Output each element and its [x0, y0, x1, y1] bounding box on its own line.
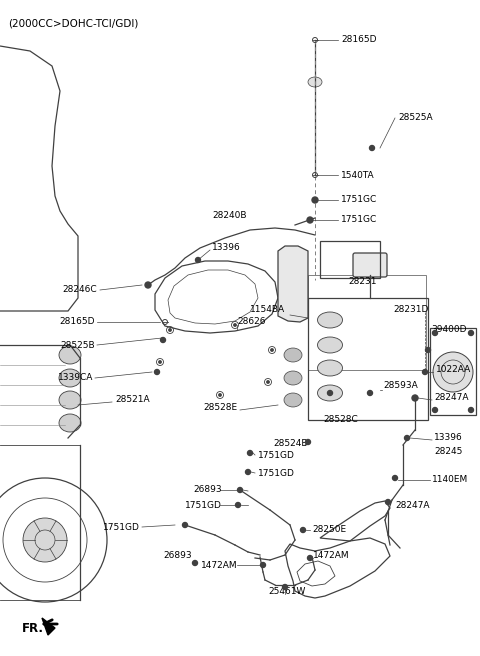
Circle shape [160, 337, 166, 342]
Text: 1751GD: 1751GD [258, 468, 295, 478]
Text: 1022AA: 1022AA [436, 365, 471, 375]
Circle shape [159, 361, 161, 363]
Circle shape [195, 258, 201, 262]
Circle shape [307, 217, 313, 223]
Text: 1751GD: 1751GD [185, 501, 222, 510]
Text: 1751GD: 1751GD [258, 451, 295, 459]
Circle shape [468, 407, 473, 413]
Circle shape [248, 451, 252, 455]
Ellipse shape [284, 348, 302, 362]
Text: 28246C: 28246C [62, 285, 97, 295]
FancyBboxPatch shape [353, 253, 387, 277]
Circle shape [23, 518, 67, 562]
Ellipse shape [59, 414, 81, 432]
Ellipse shape [317, 312, 343, 328]
Circle shape [267, 380, 269, 383]
Text: 39400D: 39400D [431, 325, 467, 335]
Text: 1339CA: 1339CA [58, 373, 93, 382]
Circle shape [261, 562, 265, 567]
Text: 28528C: 28528C [323, 415, 358, 424]
Circle shape [238, 487, 242, 493]
Text: (2000CC>DOHC-TCI/GDI): (2000CC>DOHC-TCI/GDI) [8, 18, 138, 28]
Circle shape [425, 348, 431, 352]
Circle shape [236, 502, 240, 508]
Circle shape [433, 352, 473, 392]
Circle shape [145, 282, 151, 288]
Text: 28525B: 28525B [60, 340, 95, 350]
Circle shape [245, 470, 251, 474]
Ellipse shape [59, 346, 81, 364]
Text: 25461W: 25461W [268, 588, 305, 596]
Text: 1140EM: 1140EM [432, 476, 468, 485]
Circle shape [412, 395, 418, 401]
Text: 1751GC: 1751GC [341, 216, 377, 224]
Text: 28240B: 28240B [212, 211, 247, 220]
Ellipse shape [284, 371, 302, 385]
Text: 1751GD: 1751GD [103, 522, 140, 531]
Text: 28626: 28626 [237, 318, 265, 327]
Text: 26893: 26893 [163, 550, 192, 560]
Circle shape [422, 369, 428, 375]
Circle shape [169, 329, 171, 331]
Circle shape [405, 436, 409, 440]
Text: 28231D: 28231D [393, 306, 428, 314]
Text: 28593A: 28593A [383, 382, 418, 390]
Text: 13396: 13396 [434, 434, 463, 443]
Ellipse shape [59, 391, 81, 409]
Circle shape [393, 476, 397, 480]
Circle shape [432, 331, 437, 335]
Circle shape [234, 324, 236, 326]
Ellipse shape [317, 385, 343, 401]
Text: 28165D: 28165D [341, 35, 376, 45]
Text: FR.: FR. [22, 621, 44, 634]
Circle shape [368, 390, 372, 396]
Ellipse shape [317, 360, 343, 376]
Text: 28528E: 28528E [203, 403, 237, 413]
Ellipse shape [59, 369, 81, 387]
Text: 28250E: 28250E [312, 525, 346, 535]
Text: 28247A: 28247A [434, 394, 468, 403]
Circle shape [192, 560, 197, 565]
Circle shape [468, 331, 473, 335]
Circle shape [312, 197, 318, 203]
Text: 28231: 28231 [348, 277, 376, 287]
Circle shape [300, 527, 305, 533]
Text: 28521A: 28521A [115, 396, 150, 405]
Text: 1751GC: 1751GC [341, 195, 377, 205]
Text: 28165D: 28165D [60, 318, 95, 327]
Circle shape [283, 584, 288, 590]
Text: 28245: 28245 [434, 447, 462, 457]
Text: 26893: 26893 [193, 485, 222, 495]
Circle shape [308, 556, 312, 560]
Circle shape [385, 499, 391, 504]
Polygon shape [42, 618, 55, 635]
Text: 28247A: 28247A [395, 501, 430, 510]
Circle shape [155, 369, 159, 375]
Text: 1154BA: 1154BA [250, 306, 285, 314]
Text: 1472AM: 1472AM [202, 560, 238, 569]
Ellipse shape [308, 77, 322, 87]
Polygon shape [278, 246, 308, 322]
Circle shape [432, 407, 437, 413]
Circle shape [370, 146, 374, 150]
Bar [308, 275, 426, 370]
Circle shape [305, 440, 311, 445]
Text: 28525A: 28525A [398, 113, 432, 123]
Circle shape [182, 522, 188, 527]
Text: 1540TA: 1540TA [341, 171, 374, 180]
Circle shape [327, 390, 333, 396]
Ellipse shape [284, 393, 302, 407]
Text: 28524B: 28524B [274, 438, 308, 447]
Text: 13396: 13396 [212, 243, 241, 253]
Circle shape [219, 394, 221, 396]
Circle shape [271, 349, 273, 351]
Ellipse shape [317, 337, 343, 353]
Text: 1472AM: 1472AM [313, 552, 349, 560]
